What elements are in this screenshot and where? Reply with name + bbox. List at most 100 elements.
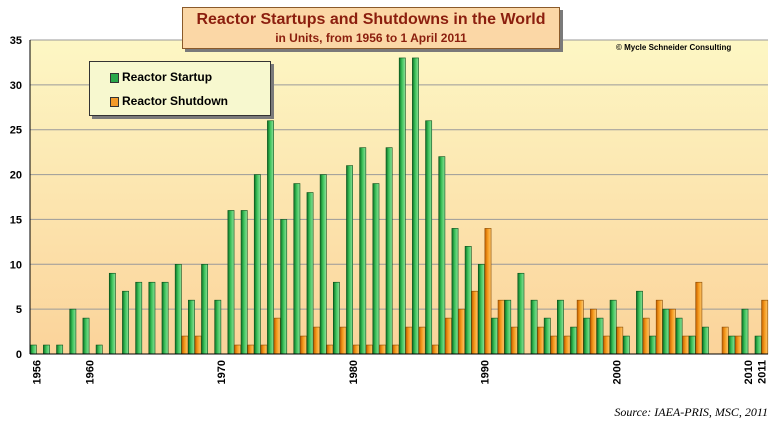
axes (29, 40, 768, 355)
chart-title-box: Reactor Startups and Shutdowns in the Wo… (182, 7, 560, 49)
bar-startup (398, 57, 406, 355)
bar-startup (122, 290, 129, 355)
bar-startup (161, 281, 169, 355)
bar-startup (188, 299, 195, 355)
bar-startup (583, 317, 591, 355)
bar-startup (293, 183, 301, 355)
bar-shutdown (365, 344, 373, 355)
bar-startup (135, 281, 143, 355)
bar-startup (412, 57, 419, 355)
bar-shutdown (563, 335, 571, 355)
bar-shutdown (247, 344, 255, 355)
bar-startup (477, 263, 485, 355)
bar-shutdown (576, 299, 584, 355)
bar-shutdown (431, 344, 439, 355)
bar-shutdown (616, 326, 624, 355)
bar-startup (649, 335, 657, 355)
bar-startup (636, 290, 643, 355)
bar-startup (43, 344, 50, 355)
y-tick-label: 15 (10, 214, 22, 226)
bar-shutdown (550, 335, 558, 355)
bar-startup (319, 174, 327, 355)
bar-startup (227, 210, 235, 355)
bar-shutdown (510, 326, 518, 355)
chart-subtitle: in Units, from 1956 to 1 April 2011 (275, 31, 467, 45)
bar-startup (306, 192, 314, 355)
bar-shutdown (642, 317, 650, 355)
bar-startup (701, 326, 709, 355)
x-tick-label: 1956 (32, 360, 44, 384)
bar-startup (754, 335, 762, 355)
bar-shutdown (273, 317, 281, 355)
bar-startup (517, 272, 525, 355)
bar-startup (95, 344, 103, 355)
bar-shutdown (669, 308, 676, 355)
bar-shutdown (484, 228, 492, 355)
bar-shutdown (734, 335, 742, 355)
bar-shutdown (379, 344, 386, 355)
legend-label-startup: Reactor Startup (122, 70, 213, 84)
x-tick-labels: 1956 1960 1970 1980 1990 2000 2010 2011 (32, 360, 769, 384)
bar-shutdown (339, 326, 347, 355)
bar-shutdown (313, 326, 321, 355)
bar-startup (741, 308, 749, 355)
bar-startup (240, 210, 248, 355)
legend-item-startup: Reactor Startup (110, 70, 213, 84)
bar-startup (214, 299, 222, 355)
y-tick-labels: 0 5 10 15 20 25 30 35 (10, 35, 22, 361)
x-tick-label: 2010 (743, 360, 755, 384)
bar-startup (332, 281, 340, 355)
bar-startup (609, 299, 617, 355)
bar-startup (253, 174, 261, 355)
y-tick-label: 35 (10, 35, 22, 47)
bar-startup (385, 147, 393, 355)
bar-startup (359, 147, 367, 355)
bar-shutdown (392, 344, 400, 355)
bar-shutdown (589, 308, 597, 355)
legend-swatch-startup (110, 73, 119, 83)
bar-startup (504, 299, 512, 355)
bar-startup (530, 299, 538, 355)
x-tick-label: 2011 (756, 360, 768, 384)
bar-shutdown (326, 344, 334, 355)
bar-shutdown (471, 290, 479, 355)
bar-startup (280, 219, 288, 355)
bar-shutdown (194, 335, 202, 355)
y-tick-label: 0 (16, 349, 22, 361)
bar-startup (557, 299, 564, 355)
legend-swatch-shutdown (110, 97, 119, 107)
legend-item-shutdown: Reactor Shutdown (110, 94, 229, 108)
bar-startup (174, 263, 182, 355)
bar-shutdown (695, 281, 703, 355)
bar-shutdown (497, 299, 505, 355)
bar-startup (596, 317, 604, 355)
x-tick-label: 1990 (480, 360, 492, 384)
bar-startup (108, 272, 116, 355)
bar-startup (622, 335, 630, 355)
legend-label-shutdown: Reactor Shutdown (122, 94, 229, 108)
copyright-text: © Mycle Schneider Consulting (616, 43, 732, 52)
bar-startup (728, 335, 736, 355)
bar-startup (451, 228, 459, 355)
x-tick-label: 1960 (84, 360, 96, 384)
bar-shutdown (721, 326, 729, 355)
y-tick-label: 5 (16, 304, 22, 316)
bar-shutdown (458, 308, 466, 355)
bar-shutdown (682, 335, 690, 355)
bar-shutdown (537, 326, 545, 355)
bar-shutdown (761, 299, 769, 355)
chart-title: Reactor Startups and Shutdowns in the Wo… (196, 11, 546, 28)
bar-startup (201, 263, 209, 355)
y-tick-label: 20 (10, 170, 22, 182)
source-note: Source: IAEA-PRIS, MSC, 2011 (614, 405, 768, 419)
bar-startup (438, 156, 446, 355)
bar-startup (56, 344, 64, 355)
bar-startup (662, 308, 670, 355)
x-tick-label: 1970 (216, 360, 228, 384)
x-tick-label: 2000 (611, 360, 623, 384)
legend: Reactor Startup Reactor Shutdown (89, 61, 271, 116)
bar-startup (570, 326, 578, 355)
bar-startup (464, 246, 472, 355)
bar-shutdown (655, 299, 663, 355)
